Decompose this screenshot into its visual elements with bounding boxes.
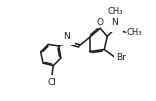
Text: CH₃: CH₃ (127, 28, 142, 37)
Text: O: O (97, 18, 104, 27)
Text: Cl: Cl (47, 78, 56, 87)
Text: Br: Br (116, 53, 126, 62)
Text: N: N (112, 18, 118, 27)
Text: N: N (63, 32, 70, 41)
Text: CH₃: CH₃ (108, 7, 123, 16)
